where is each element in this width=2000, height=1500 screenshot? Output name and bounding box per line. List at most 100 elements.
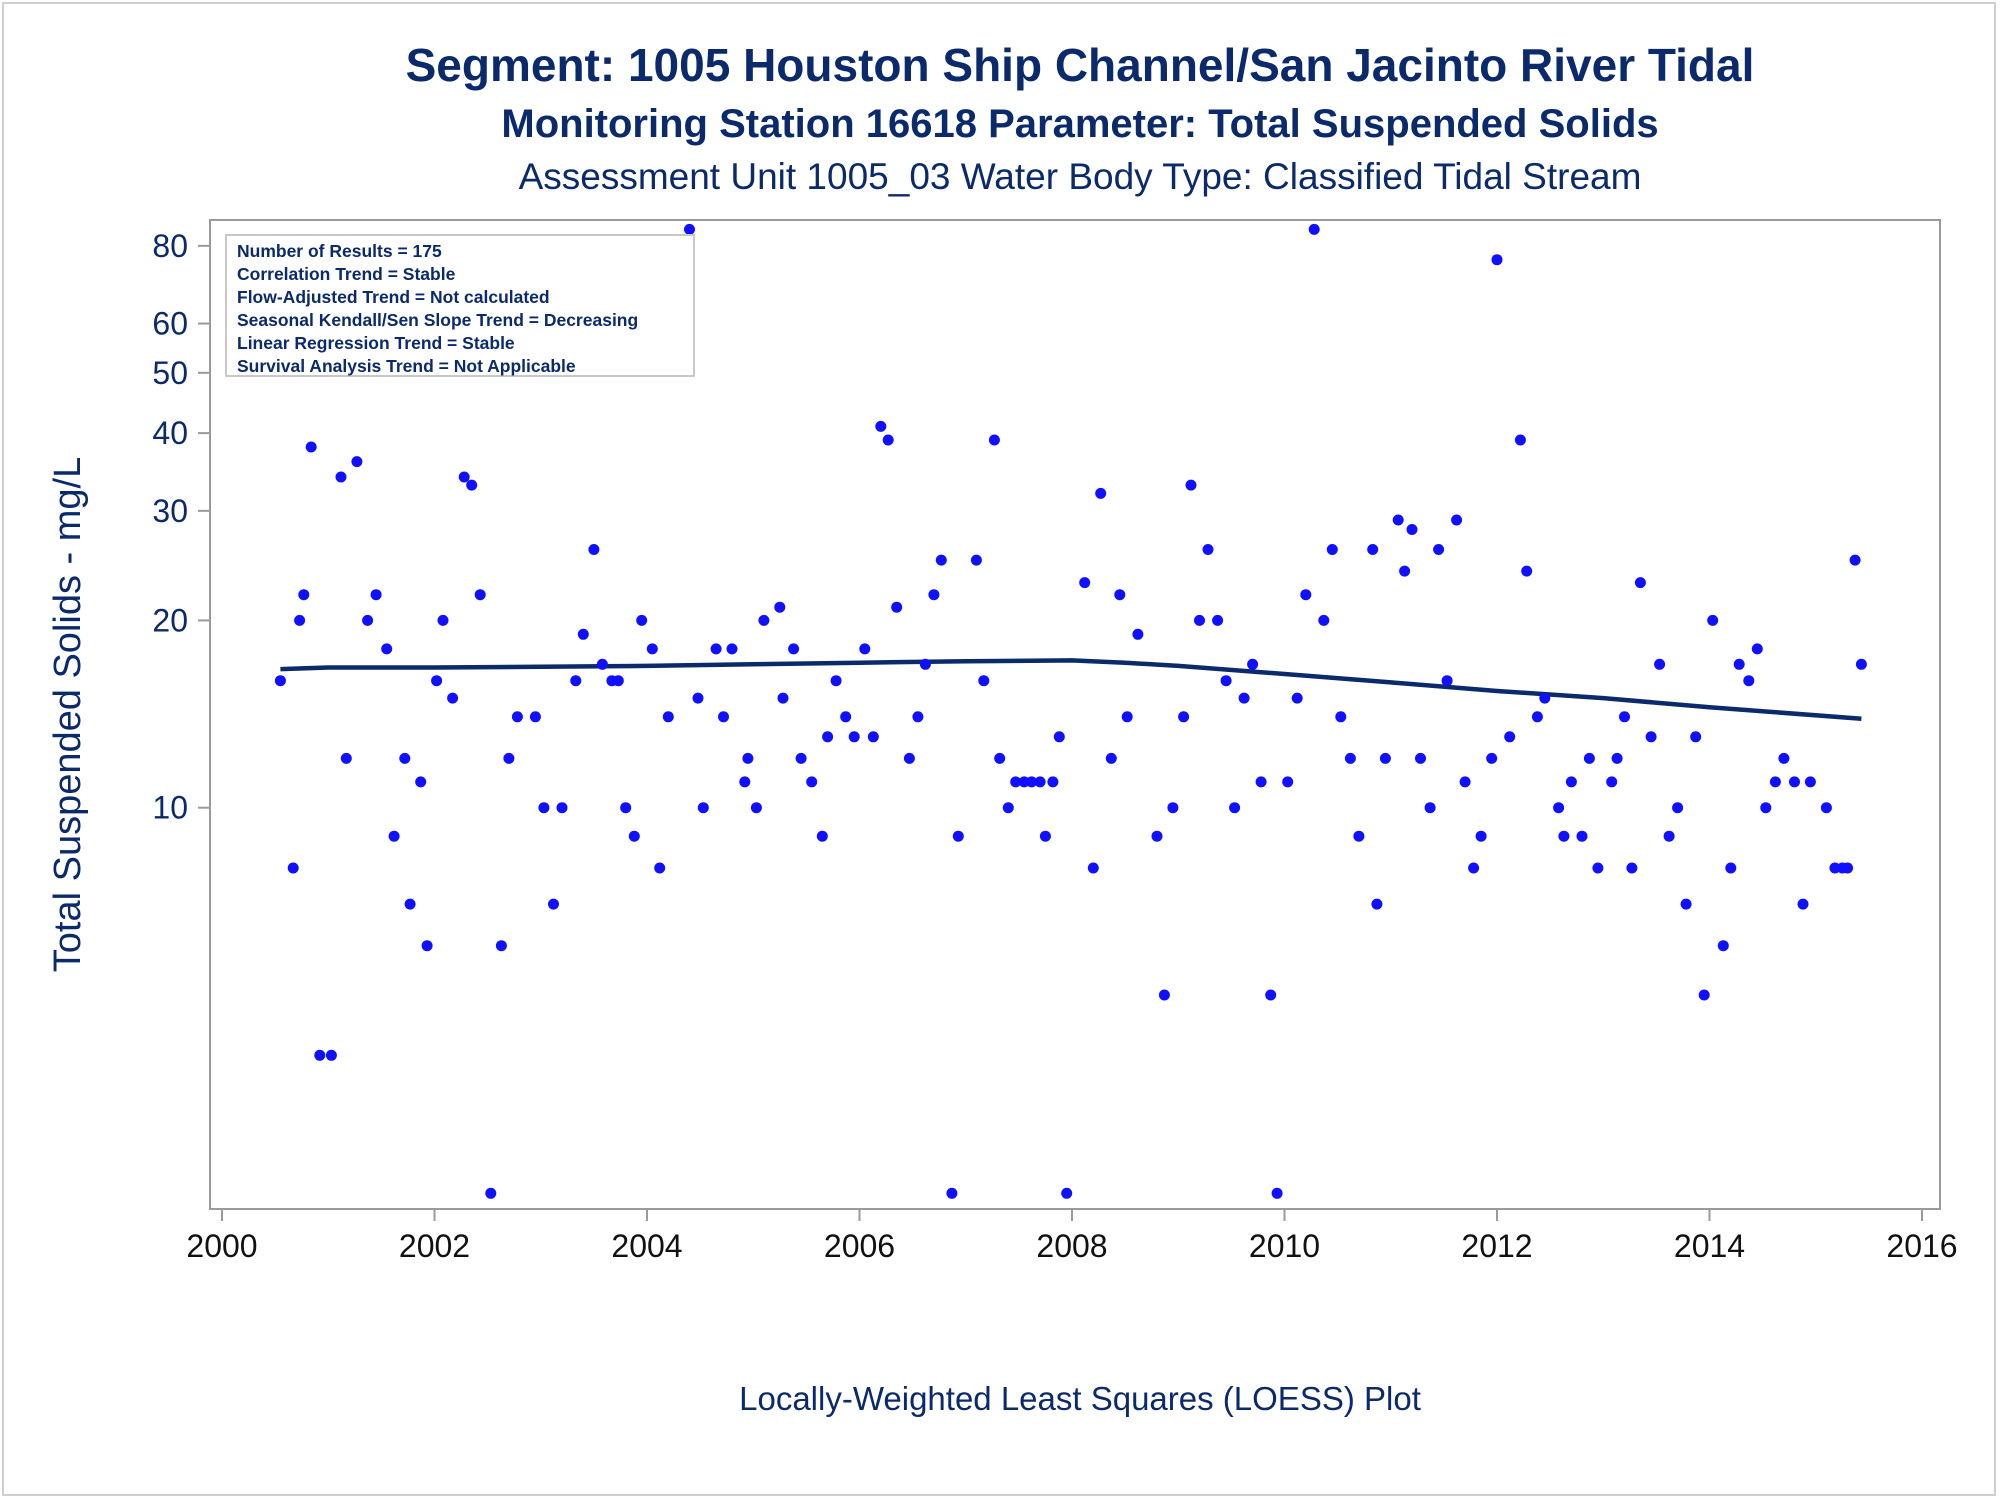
data-point [1634, 577, 1646, 589]
data-point [1672, 802, 1684, 814]
data-point [1690, 731, 1702, 743]
data-point [577, 628, 589, 640]
x-tick-label: 2000 [186, 1228, 257, 1264]
data-point [1220, 675, 1232, 687]
data-point [1061, 1187, 1073, 1199]
data-point [1468, 862, 1480, 874]
loess-trend-line [280, 658, 1862, 721]
data-point [628, 830, 640, 842]
y-tick-label: 10 [152, 790, 188, 826]
data-point [1026, 776, 1038, 788]
data-point [1178, 711, 1190, 723]
data-point [1645, 731, 1657, 743]
data-point [335, 471, 347, 483]
data-point [867, 731, 879, 743]
y-tick-label: 30 [152, 493, 188, 529]
data-point [988, 434, 1000, 446]
x-tick-label: 2008 [1036, 1228, 1107, 1264]
data-point [548, 898, 559, 910]
data-point [1717, 940, 1729, 952]
data-point [325, 1049, 337, 1061]
data-point [298, 589, 310, 601]
data-point [474, 589, 486, 601]
data-point [978, 675, 990, 687]
data-point [1451, 514, 1463, 526]
data-point [1291, 692, 1303, 704]
data-point [1486, 752, 1498, 764]
data-point [529, 711, 541, 723]
data-point [970, 554, 982, 566]
data-point [788, 643, 800, 655]
data-point [556, 802, 568, 814]
data-point [662, 711, 674, 723]
data-point [795, 752, 807, 764]
data-point [1079, 577, 1091, 589]
data-point [1504, 731, 1516, 743]
data-point [1105, 752, 1117, 764]
data-point [1424, 802, 1436, 814]
data-point [912, 711, 924, 723]
data-point [1804, 776, 1816, 788]
data-point [1255, 776, 1267, 788]
data-point [1611, 752, 1623, 764]
data-point [1606, 776, 1618, 788]
data-point [415, 776, 427, 788]
data-point [570, 675, 582, 687]
data-point [1392, 514, 1404, 526]
data-point [1654, 658, 1666, 670]
data-point [1335, 711, 1347, 723]
data-point [351, 456, 363, 468]
data-point [710, 643, 722, 655]
data-point [1010, 776, 1022, 788]
data-point [1158, 989, 1170, 1001]
data-point [1459, 776, 1471, 788]
data-point [340, 752, 352, 764]
data-point [774, 601, 786, 613]
data-point [994, 752, 1006, 764]
data-point [1531, 711, 1543, 723]
x-tick-label: 2012 [1461, 1228, 1532, 1264]
x-tick-label: 2014 [1674, 1228, 1745, 1264]
data-point [928, 589, 940, 601]
data-point [1441, 675, 1453, 687]
data-point [758, 614, 770, 626]
data-point [739, 776, 751, 788]
y-tick-label: 60 [152, 306, 188, 342]
data-point [1855, 658, 1867, 670]
data-point [1769, 776, 1781, 788]
stat-survival-analysis-trend: Survival Analysis Trend = Not Applicable [237, 356, 576, 376]
data-point [1539, 692, 1551, 704]
data-point [1514, 434, 1526, 446]
data-point [421, 940, 433, 952]
data-point [1202, 544, 1214, 555]
data-point [1760, 802, 1772, 814]
data-point [1751, 643, 1763, 655]
x-tick-label: 2006 [824, 1228, 895, 1264]
data-point [848, 731, 860, 743]
data-point [654, 862, 666, 874]
data-point [1326, 544, 1338, 555]
y-axis-label: Total Suspended Solids - mg/L [47, 457, 89, 972]
data-point [1121, 711, 1133, 723]
data-point [1194, 614, 1205, 626]
data-point [840, 711, 852, 723]
data-point [1475, 830, 1487, 842]
data-point [1415, 752, 1426, 764]
data-point [1707, 614, 1719, 626]
data-point [1663, 830, 1675, 842]
data-point [1034, 776, 1046, 788]
data-point [1318, 614, 1330, 626]
data-point [1558, 830, 1570, 842]
data-point [1282, 776, 1294, 788]
data-point [806, 776, 818, 788]
data-point [816, 830, 828, 842]
data-point [1725, 862, 1737, 874]
data-point [381, 643, 393, 655]
data-point [919, 658, 931, 670]
data-point [692, 692, 704, 704]
data-point [1371, 898, 1383, 910]
plot-area-border [209, 219, 1941, 1210]
data-point [1406, 524, 1418, 535]
data-point [750, 802, 762, 814]
